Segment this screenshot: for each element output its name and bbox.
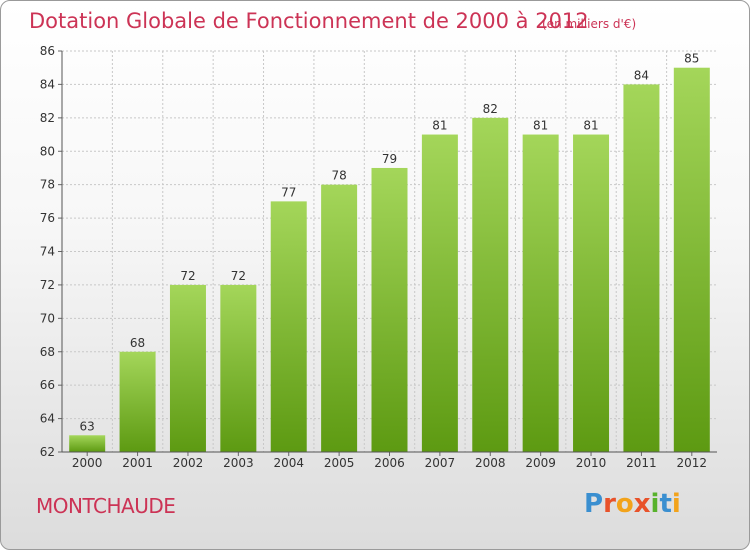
bar-2005[interactable] [321,184,358,452]
x-tick-label: 2005 [324,456,355,470]
bar-2011[interactable] [623,84,660,453]
y-tick-label: 74 [40,245,55,259]
y-tick-label: 82 [40,111,55,125]
logo-letter: t [659,489,672,519]
logo-letter: r [603,489,616,519]
bar-2001[interactable] [119,351,156,452]
bar-2010[interactable] [573,134,610,452]
bar-2004[interactable] [270,201,307,452]
x-tick-label: 2011 [626,456,657,470]
value-label-2003: 72 [231,269,246,283]
bar-2009[interactable] [522,134,559,452]
y-tick-label: 72 [40,278,55,292]
value-label-2009: 81 [533,119,548,133]
bar-2006[interactable] [371,167,408,453]
x-tick-label: 2007 [425,456,456,470]
x-tick-label: 2000 [72,456,103,470]
chart-title: Dotation Globale de Fonctionnement de 20… [29,9,589,33]
proxiti-logo[interactable]: Proxiti [584,489,681,519]
value-label-2006: 79 [382,152,397,166]
value-label-2004: 77 [281,185,296,199]
x-tick-label: 2004 [273,456,304,470]
logo-letter: P [584,489,604,519]
x-tick-label: 2001 [122,456,153,470]
value-label-2005: 78 [331,169,346,183]
value-label-2012: 85 [684,52,699,66]
y-tick-label: 78 [40,178,55,192]
value-label-2010: 81 [583,119,598,133]
logo-letter: i [650,489,660,519]
bar-2002[interactable] [169,284,206,452]
y-tick-label: 66 [40,378,55,392]
x-tick-label: 2010 [576,456,607,470]
logo-letter: o [615,489,634,519]
value-label-2008: 82 [483,102,498,116]
bars [69,67,710,453]
x-tick-label: 2006 [374,456,405,470]
x-tick-label: 2003 [223,456,254,470]
y-tick-label: 84 [40,77,55,91]
y-tick-label: 86 [40,44,55,58]
commune-name: MONTCHAUDE [36,494,176,518]
bar-2007[interactable] [421,134,458,452]
labels: 62 64 66 68 70 72 74 76 78 80 82 84 86 63 2000 68 2001 72… [40,44,707,470]
y-tick-label: 62 [40,445,55,459]
x-tick-label: 2002 [173,456,204,470]
logo-letter: i [671,489,681,519]
bar-2000[interactable] [69,435,106,452]
bar-2012[interactable] [673,67,710,452]
bar-2008[interactable] [472,117,509,452]
axes [58,50,717,456]
value-label-2002: 72 [180,269,195,283]
y-tick-label: 64 [40,412,55,426]
bar-2003[interactable] [220,284,257,452]
value-label-2001: 68 [130,336,145,350]
x-tick-label: 2008 [475,456,506,470]
value-label-2000: 63 [80,419,95,433]
value-label-2007: 81 [432,119,447,133]
value-label-2011: 84 [634,68,649,82]
y-tick-label: 68 [40,345,55,359]
x-tick-label: 2012 [677,456,708,470]
logo-letter: x [633,489,651,519]
y-tick-label: 76 [40,211,55,225]
y-tick-label: 70 [40,311,55,325]
x-tick-label: 2009 [525,456,556,470]
y-tick-label: 80 [40,144,55,158]
chart-subtitle: (en milliers d'€) [542,17,637,31]
